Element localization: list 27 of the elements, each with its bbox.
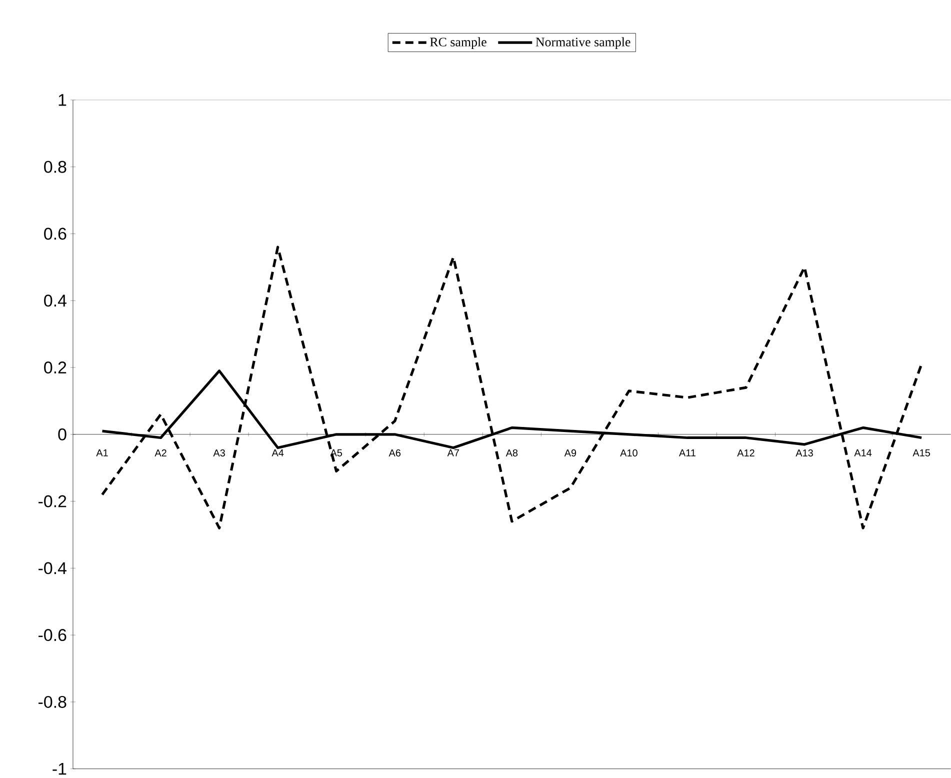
x-tick-label: A11 — [678, 449, 696, 456]
x-tick-label: A6 — [388, 449, 401, 456]
x-tick-label: A12 — [737, 449, 754, 456]
x-tick-label: A2 — [154, 449, 166, 456]
x-tick-label: A14 — [854, 449, 872, 456]
y-tick-label: 0.2 — [44, 362, 66, 374]
y-tick-label: -1 — [52, 763, 66, 775]
x-tick-label: A4 — [272, 449, 284, 456]
y-tick-label: 0.8 — [44, 160, 66, 173]
x-tick-label: A7 — [447, 449, 459, 456]
x-tick-label: A10 — [620, 449, 638, 456]
y-tick-label: 0.6 — [44, 228, 66, 240]
y-tick-label: -0.4 — [38, 562, 66, 574]
x-tick-label: A3 — [213, 449, 225, 456]
y-tick-label: -0.6 — [38, 629, 66, 642]
x-tick-label: A8 — [506, 449, 518, 456]
y-tick-label: 0.4 — [44, 294, 66, 307]
y-tick-label: 1 — [58, 94, 66, 106]
x-tick-label: A9 — [564, 449, 576, 456]
x-tick-label: A1 — [96, 449, 108, 456]
y-tick-label: -0.2 — [38, 495, 66, 508]
legend-label: RC sample — [430, 37, 486, 50]
y-tick-label: 0 — [58, 428, 66, 440]
legend-label: Normative sample — [536, 37, 630, 50]
x-tick-label: A13 — [796, 449, 813, 456]
y-tick-label: -0.8 — [38, 696, 66, 708]
x-tick-label: A15 — [912, 449, 930, 456]
